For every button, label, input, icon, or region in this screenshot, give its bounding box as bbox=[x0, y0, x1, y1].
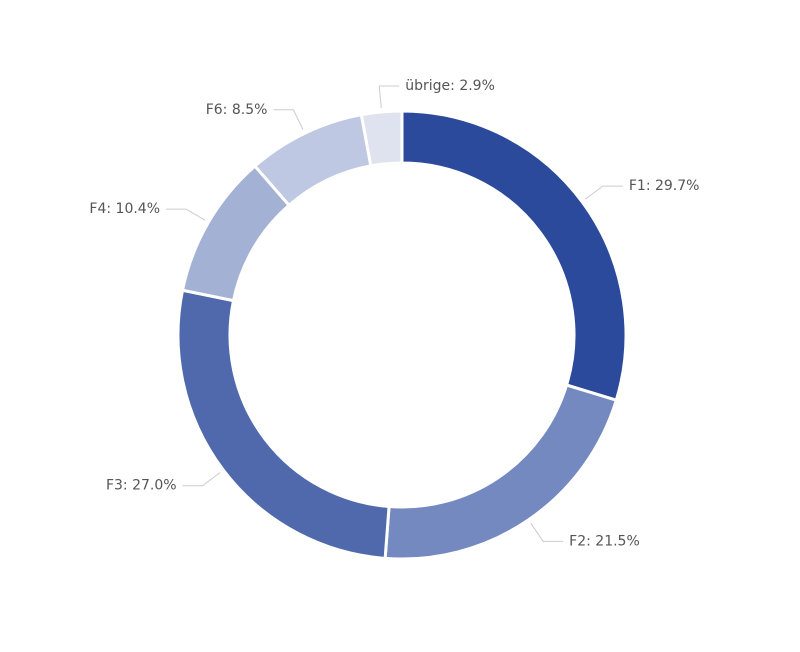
leader-line bbox=[530, 522, 564, 542]
donut-slice bbox=[176, 288, 391, 560]
leader-line bbox=[182, 472, 221, 487]
slice-label: F4: 10.4% bbox=[89, 201, 160, 217]
slice-label: F3: 27.0% bbox=[106, 478, 177, 494]
slice-label: übrige: 2.9% bbox=[405, 78, 495, 94]
leader-line bbox=[584, 185, 623, 200]
donut-slice bbox=[400, 109, 628, 403]
leader-line bbox=[166, 208, 206, 221]
slice-label: F1: 29.7% bbox=[629, 178, 700, 194]
slice-label: F6: 8.5% bbox=[206, 102, 268, 118]
leader-line bbox=[273, 109, 304, 130]
slice-label: F2: 21.5% bbox=[569, 533, 640, 549]
leader-line bbox=[378, 85, 400, 108]
donut-slice bbox=[359, 109, 404, 168]
